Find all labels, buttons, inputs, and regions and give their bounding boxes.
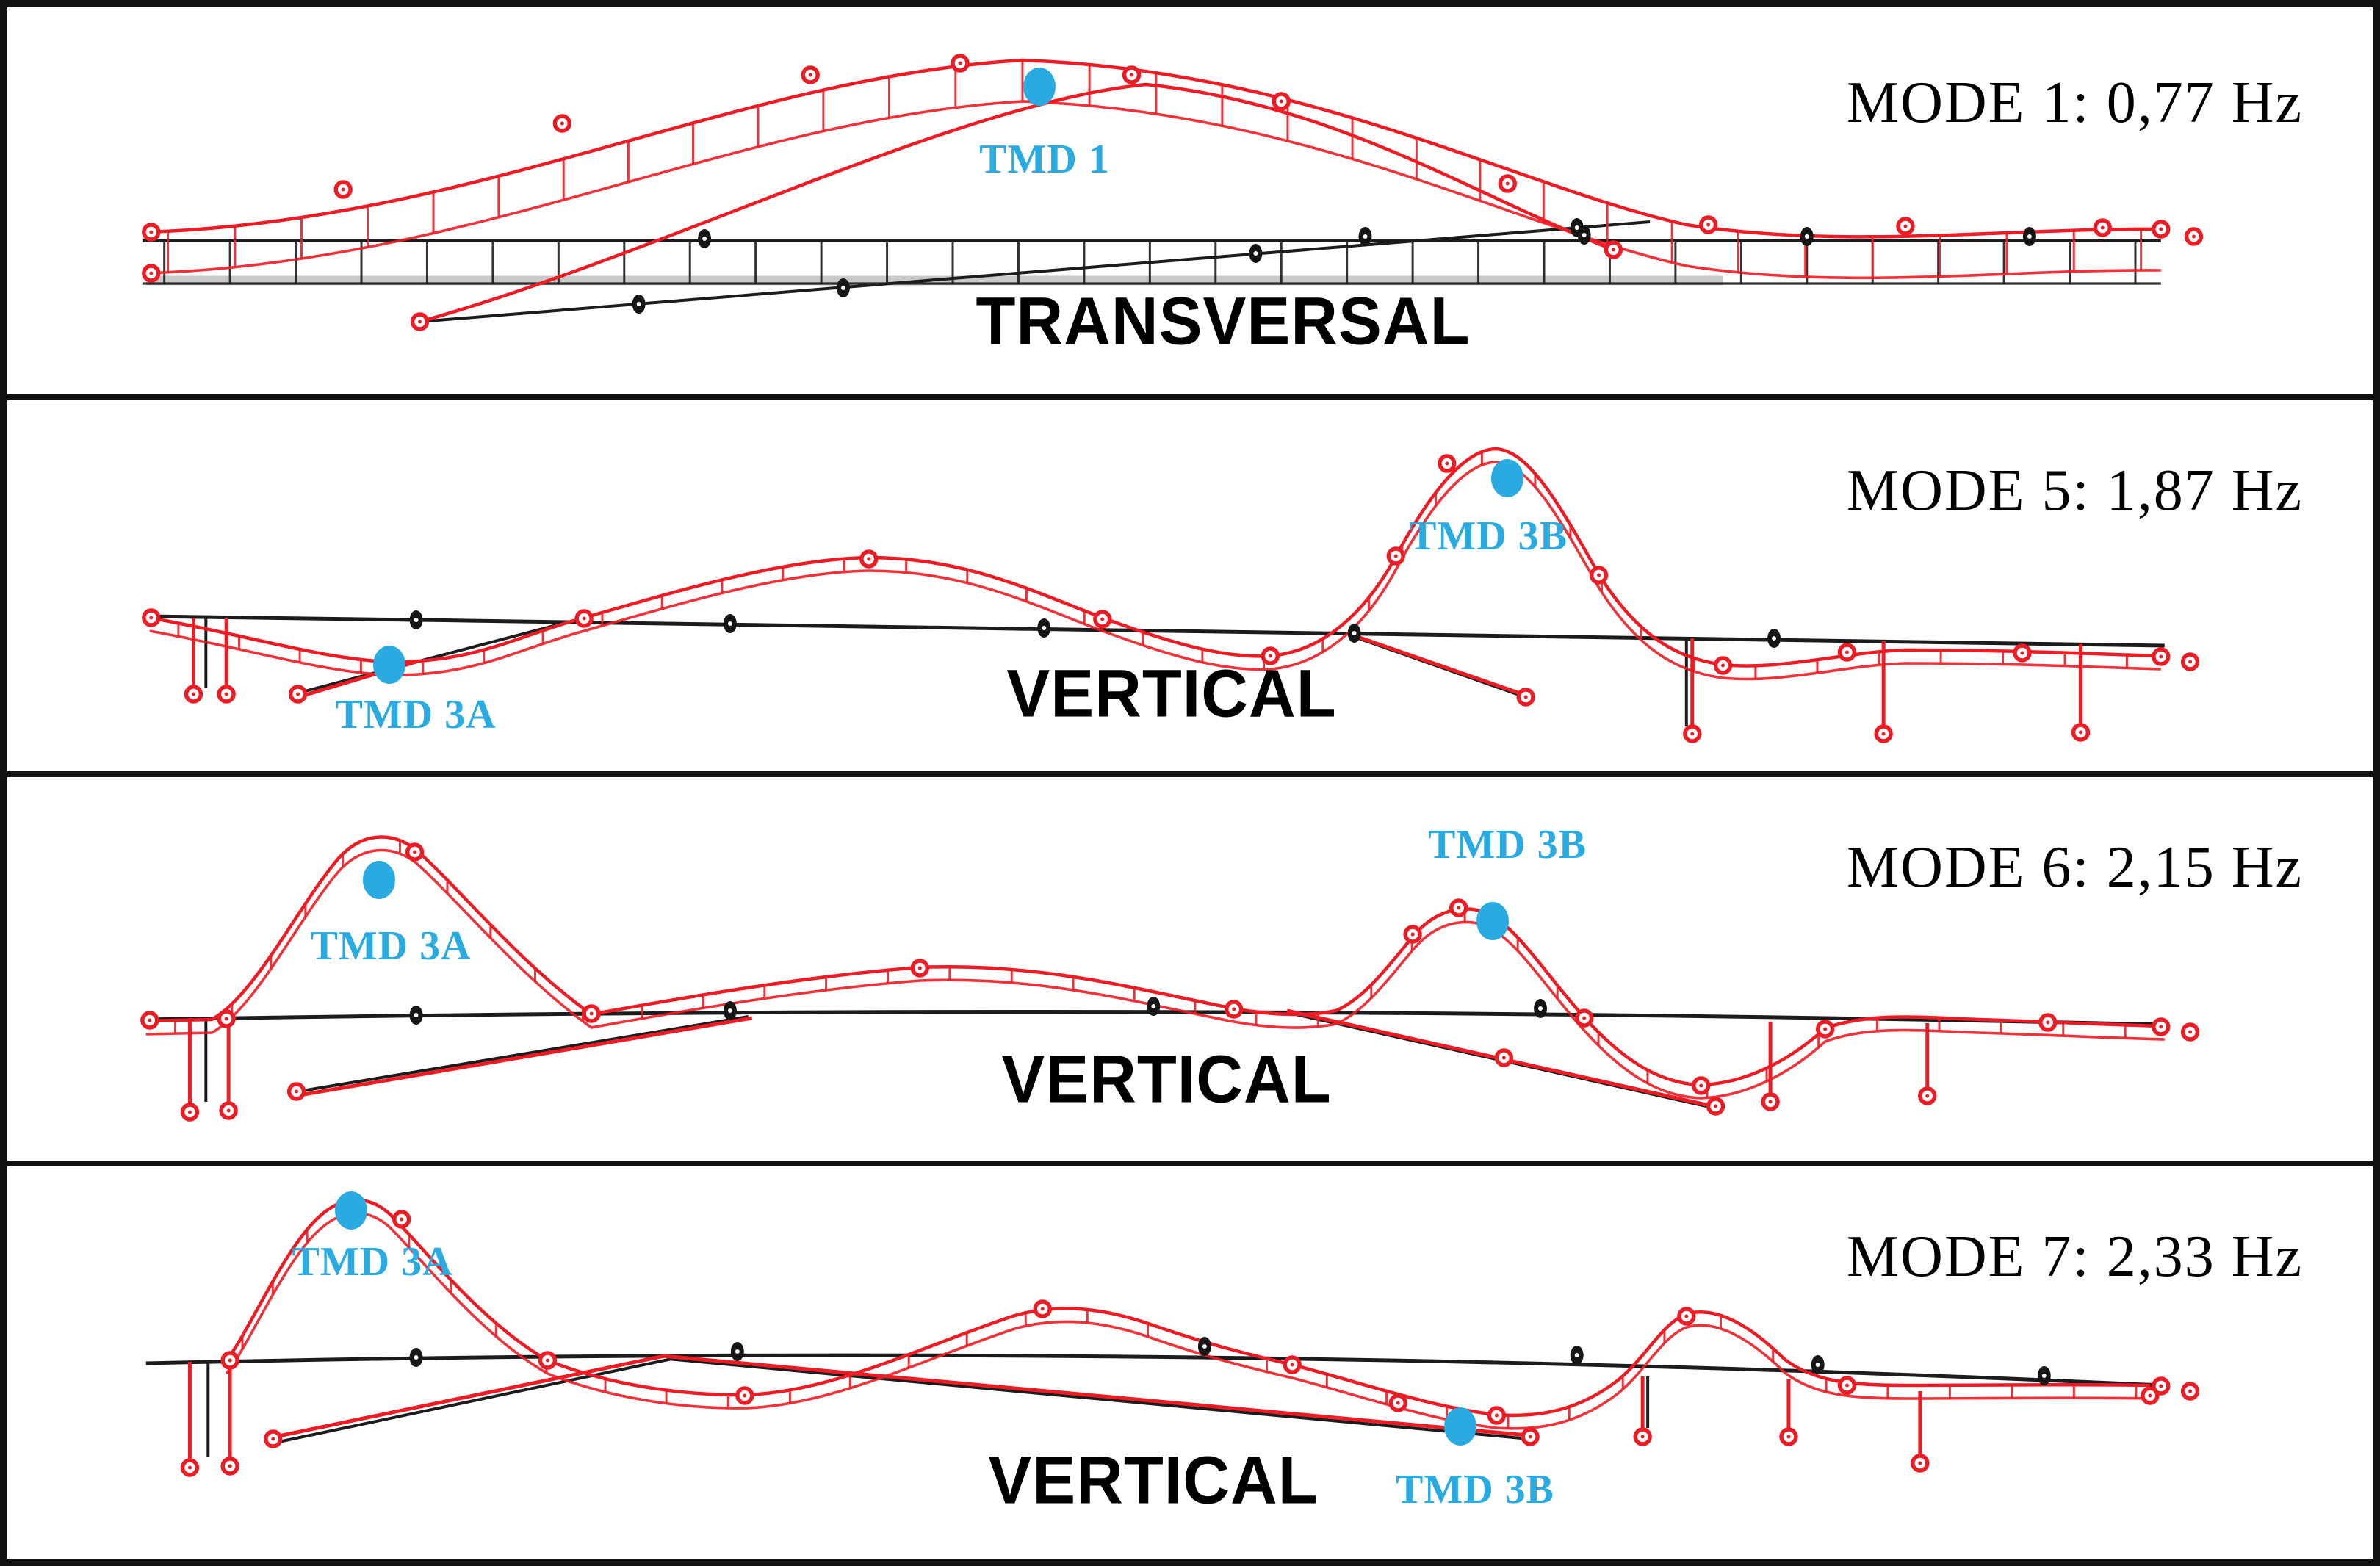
undeformed-node-markers (409, 997, 1547, 1025)
tmd-3b-label: TMD 3B (1409, 513, 1568, 559)
undeformed-cable (298, 1015, 749, 1093)
panel-mode-7: MODE 7: 2,33 Hz VERTICAL TMD 3A TMD 3B (7, 1166, 2373, 1559)
deformed-deck (145, 848, 2165, 1100)
undeformed-node-markers (409, 610, 1781, 648)
undeformed-node-markers (632, 218, 2036, 314)
tmd-3a-label: TMD 3A (292, 1239, 453, 1285)
direction-label: VERTICAL (1006, 656, 1337, 732)
panel-mode-6: MODE 6: 2,15 Hz VERTICAL TMD 3A TMD 3B (7, 777, 2373, 1166)
tmd-3b-dot (1444, 1407, 1476, 1446)
tmd-3a-label: TMD 3A (310, 923, 472, 969)
mode-title: MODE 1: 0,77 Hz (1846, 71, 2303, 135)
mode-shape-drawing-mode-6 (140, 835, 2200, 1122)
deformed-node-markers (142, 54, 2204, 331)
deformed-cable (419, 82, 1615, 324)
deformed-deck (225, 1198, 2150, 1418)
deformed-node-markers (180, 1210, 2200, 1477)
mode-title: MODE 7: 2,33 Hz (1846, 1224, 2303, 1289)
undeformed-cable (299, 619, 574, 694)
undeformed-deck (145, 1353, 2161, 1388)
tmd-3b-dot (1491, 459, 1523, 497)
panel-mode-5: MODE 5: 1,87 Hz VERTICAL TMD 3A TMD 3B (7, 400, 2373, 777)
tmd-3a-dot (373, 646, 405, 684)
tmd-3b-label: TMD 3B (1428, 822, 1587, 867)
tmd-3b-label: TMD 3B (1396, 1467, 1554, 1512)
undeformed-node-markers (409, 1337, 2051, 1385)
tmd-3a-label: TMD 3A (335, 692, 497, 737)
undeformed-cable (668, 1357, 1537, 1441)
deformed-cable (1348, 632, 1523, 696)
mode-title: MODE 5: 1,87 Hz (1846, 458, 2303, 523)
deformed-cable (663, 1354, 1528, 1437)
tmd-1-dot (1023, 68, 1056, 106)
direction-label: VERTICAL (988, 1443, 1319, 1518)
mode-title: MODE 6: 2,15 Hz (1846, 835, 2303, 900)
mode-shape-drawing-mode-1 (142, 54, 2204, 331)
tmd-3a-dot (335, 1191, 367, 1230)
mode-shape-drawing-mode-7 (145, 1198, 2200, 1477)
direction-label: VERTICAL (1001, 1042, 1332, 1117)
deformed-deck (145, 835, 2165, 1087)
deformed-cable (303, 1016, 753, 1097)
deformed-deck (225, 1212, 2150, 1430)
undeformed-deck (145, 614, 2165, 648)
panel-mode-1: MODE 1: 0,77 Hz TRANSVERSAL TMD 1 (7, 7, 2373, 400)
tmd-1-label: TMD 1 (979, 137, 1110, 182)
undeformed-cable (278, 1357, 672, 1443)
direction-label: TRANSVERSAL (976, 284, 1471, 359)
mode-shape-drawing-mode-5 (142, 447, 2200, 743)
deformed-deck (149, 447, 2161, 668)
deformed-node-markers (140, 842, 2200, 1122)
deformed-cable (271, 1354, 665, 1440)
tmd-3a-dot (363, 861, 395, 899)
tmd-3b-dot (1476, 902, 1509, 940)
undeformed-cable (419, 220, 1651, 323)
